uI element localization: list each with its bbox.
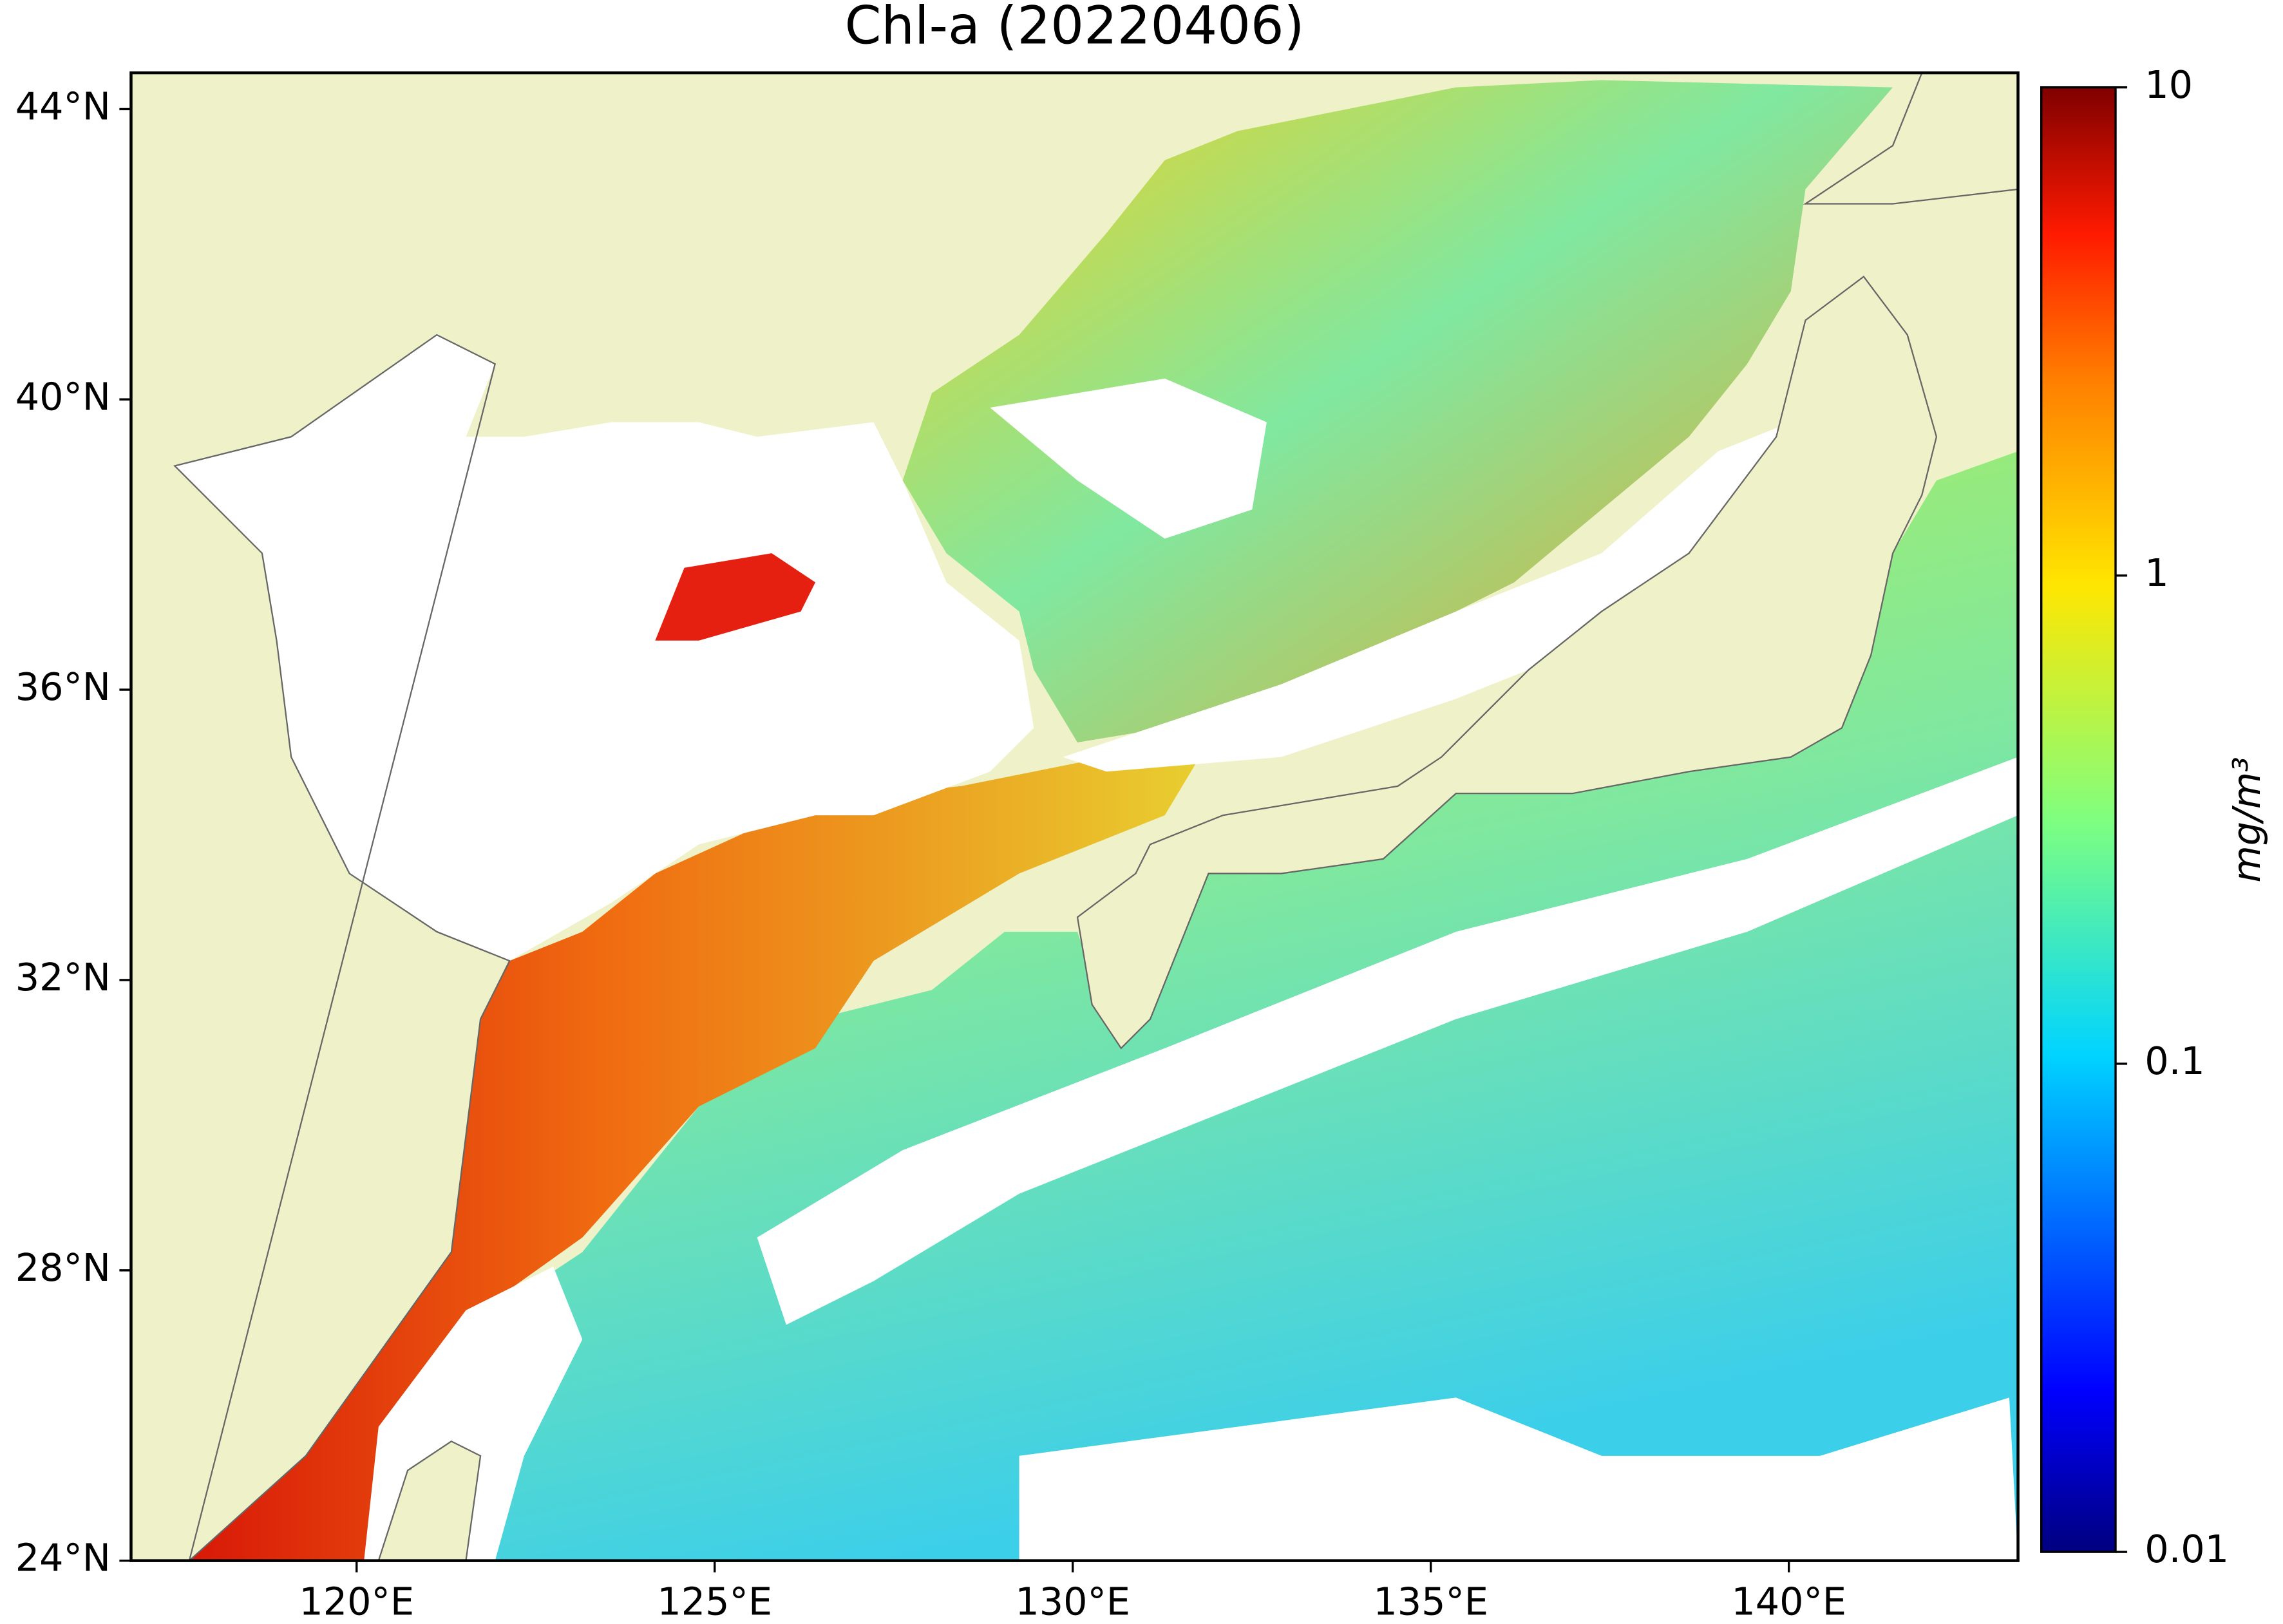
colorbar: [2040, 86, 2117, 1553]
colorbar-tick-label: 0.01: [2145, 1527, 2229, 1571]
cloud-gap: [757, 757, 2018, 1325]
x-tick-label: 140°E: [1731, 1580, 1846, 1624]
cloud-gap: [1019, 1397, 2018, 1561]
china-coast: [173, 334, 511, 1561]
colorbar-tick-label: 1: [2145, 551, 2168, 595]
x-tick-label: 125°E: [657, 1580, 772, 1624]
map-area: [131, 73, 2018, 1561]
cloud-gap: [990, 378, 1267, 539]
hokkaido-land: [1803, 73, 2018, 205]
yellow-sea-gap: [175, 335, 1034, 961]
y-tick-label: 32°N: [15, 955, 111, 999]
japan-land: [1076, 275, 1938, 1050]
japan-sea: [902, 80, 1893, 743]
map-title: Chl-a (20220406): [845, 0, 1305, 57]
map-frame: [129, 71, 2020, 1562]
colorbar-tick-label: 0.1: [2145, 1039, 2204, 1083]
y-tick-label: 44°N: [15, 84, 111, 129]
x-tick-label: 130°E: [1015, 1580, 1130, 1624]
y-tick-label: 40°N: [15, 374, 111, 419]
y-tick-label: 36°N: [15, 665, 111, 709]
x-tick-label: 135°E: [1373, 1580, 1488, 1624]
colorbar-label: mg/m³: [2224, 757, 2269, 882]
y-tick-label: 24°N: [15, 1536, 111, 1580]
x-tick-label: 120°E: [299, 1580, 414, 1624]
colorbar-tick-label: 10: [2145, 62, 2193, 107]
taiwan-land: [377, 1440, 482, 1561]
y-tick-label: 28°N: [15, 1245, 111, 1290]
